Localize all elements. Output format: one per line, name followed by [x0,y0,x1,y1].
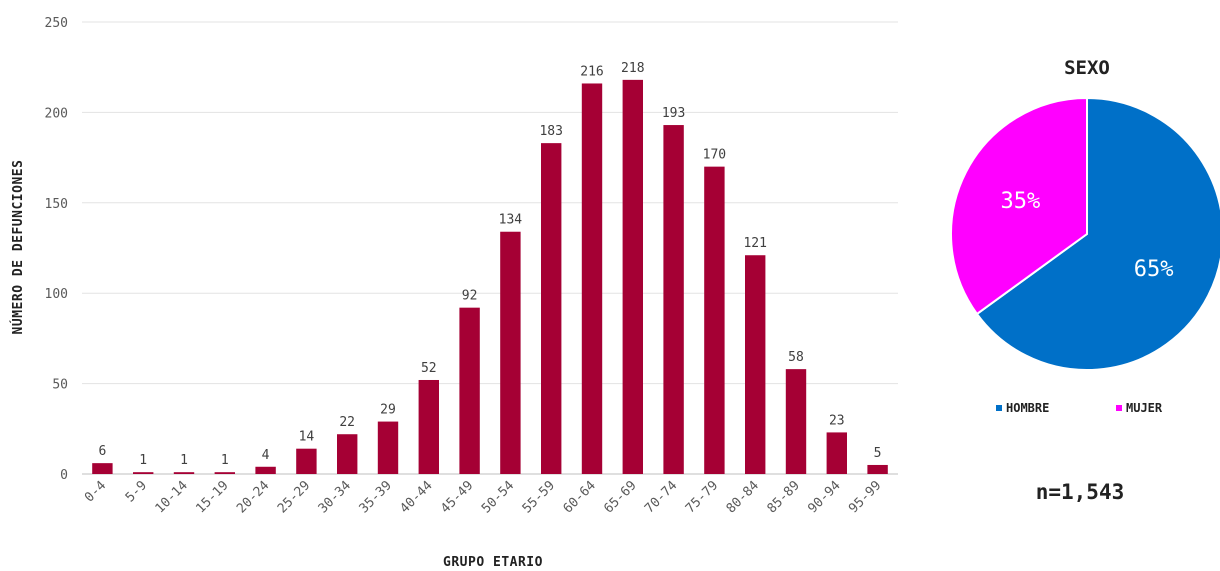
sample-size-label: n=1,543 [1035,480,1125,504]
data-label-25-29: 14 [299,430,315,445]
data-label-85-89: 58 [788,350,804,365]
x-tick-label-50-54: 50-54 [479,478,517,516]
data-label-0-4: 6 [98,444,106,459]
x-tick-label-10-14: 10-14 [153,478,191,516]
pie-chart: SEXO 65% 35% HOMBRE MUJER [950,57,1220,415]
y-tick-label: 100 [45,287,68,302]
bars [92,79,888,475]
data-label-10-14: 1 [180,453,188,468]
x-tick-label-35-39: 35-39 [357,478,395,516]
data-label-35-39: 29 [380,403,396,418]
bar-65-69 [622,79,643,474]
x-tick-label-60-64: 60-64 [561,478,599,516]
legend-swatch-mujer [1116,405,1122,411]
data-label-70-74: 193 [662,106,685,121]
bar-35-39 [377,421,399,474]
x-tick-label-80-84: 80-84 [724,478,762,516]
data-label-5-9: 1 [139,453,147,468]
pie-slices [950,96,1220,371]
x-tick-label-30-34: 30-34 [316,478,354,516]
gridlines [82,21,898,475]
pie-slice-mujer [950,96,1088,316]
pie-title: SEXO [1064,57,1110,79]
bar-40-44 [418,379,439,474]
bar-80-84 [745,255,766,474]
bar-10-14 [173,472,195,474]
bar-95-99 [867,464,888,474]
x-tick-label-25-29: 25-29 [275,478,313,516]
bar-30-34 [337,434,358,474]
x-tick-label-65-69: 65-69 [601,478,639,516]
x-tick-label-40-44: 40-44 [397,478,435,516]
x-tick-label-15-19: 15-19 [193,478,231,516]
y-tick-label: 0 [60,468,68,483]
x-axis-title: GRUPO ETARIO [443,555,543,570]
bar-15-19 [214,472,235,474]
data-label-90-94: 23 [829,413,845,428]
data-label-55-59: 183 [539,124,562,139]
data-label-45-49: 92 [462,289,478,304]
bar-60-64 [581,83,603,475]
pie-legend: HOMBRE MUJER [996,401,1163,415]
data-label-65-69: 218 [621,61,644,76]
bar-70-74 [663,125,684,474]
x-tick-label-5-9: 5-9 [123,478,150,505]
y-tick-label: 50 [52,378,68,393]
y-axis-title: NÚMERO DE DEFUNCIONES [10,160,26,335]
data-label-30-34: 22 [339,415,355,430]
y-axis-ticks: 0 50 100 150 200 250 [45,16,68,483]
bar-75-79 [704,166,725,474]
bar-5-9 [133,472,154,474]
pie-labels: 65% 35% [1000,189,1173,282]
x-tick-label-90-94: 90-94 [805,478,843,516]
bar-85-89 [785,369,807,474]
data-label-50-54: 134 [499,213,523,228]
legend-label-mujer: MUJER [1126,401,1163,415]
bar-90-94 [826,432,847,474]
data-label-80-84: 121 [743,236,766,251]
data-label-15-19: 1 [221,453,229,468]
x-tick-label-0-4: 0-4 [82,478,109,505]
legend-label-hombre: HOMBRE [1006,401,1049,415]
pie-label-mujer: 35% [1000,189,1040,214]
x-tick-label-55-59: 55-59 [520,478,558,516]
data-label-60-64: 216 [580,64,603,79]
x-tick-label-45-49: 45-49 [438,478,476,516]
x-axis-ticks: 0-4 5-9 10-14 15-19 20-24 25-29 30-34 35-39 40-4… [82,478,884,516]
bar-20-24 [255,466,276,474]
bar-55-59 [541,143,562,475]
bar-50-54 [500,231,521,474]
y-tick-label: 200 [45,106,68,121]
y-tick-label: 250 [45,16,68,31]
bar-0-4 [92,463,113,474]
x-tick-label-75-79: 75-79 [683,478,721,516]
legend-swatch-hombre [996,405,1002,411]
data-label-75-79: 170 [703,148,726,163]
pie-slice-hombre [975,96,1220,371]
y-tick-label: 150 [45,197,68,212]
data-label-40-44: 52 [421,361,437,376]
bar-45-49 [459,307,480,474]
pie-label-hombre: 65% [1134,257,1174,282]
x-tick-label-20-24: 20-24 [234,478,272,516]
data-label-20-24: 4 [262,448,270,463]
x-tick-label-85-89: 85-89 [765,478,803,516]
data-label-95-99: 5 [874,446,882,461]
bar-25-29 [296,448,317,474]
x-tick-label-95-99: 95-99 [846,478,884,516]
x-tick-label-70-74: 70-74 [642,478,680,516]
